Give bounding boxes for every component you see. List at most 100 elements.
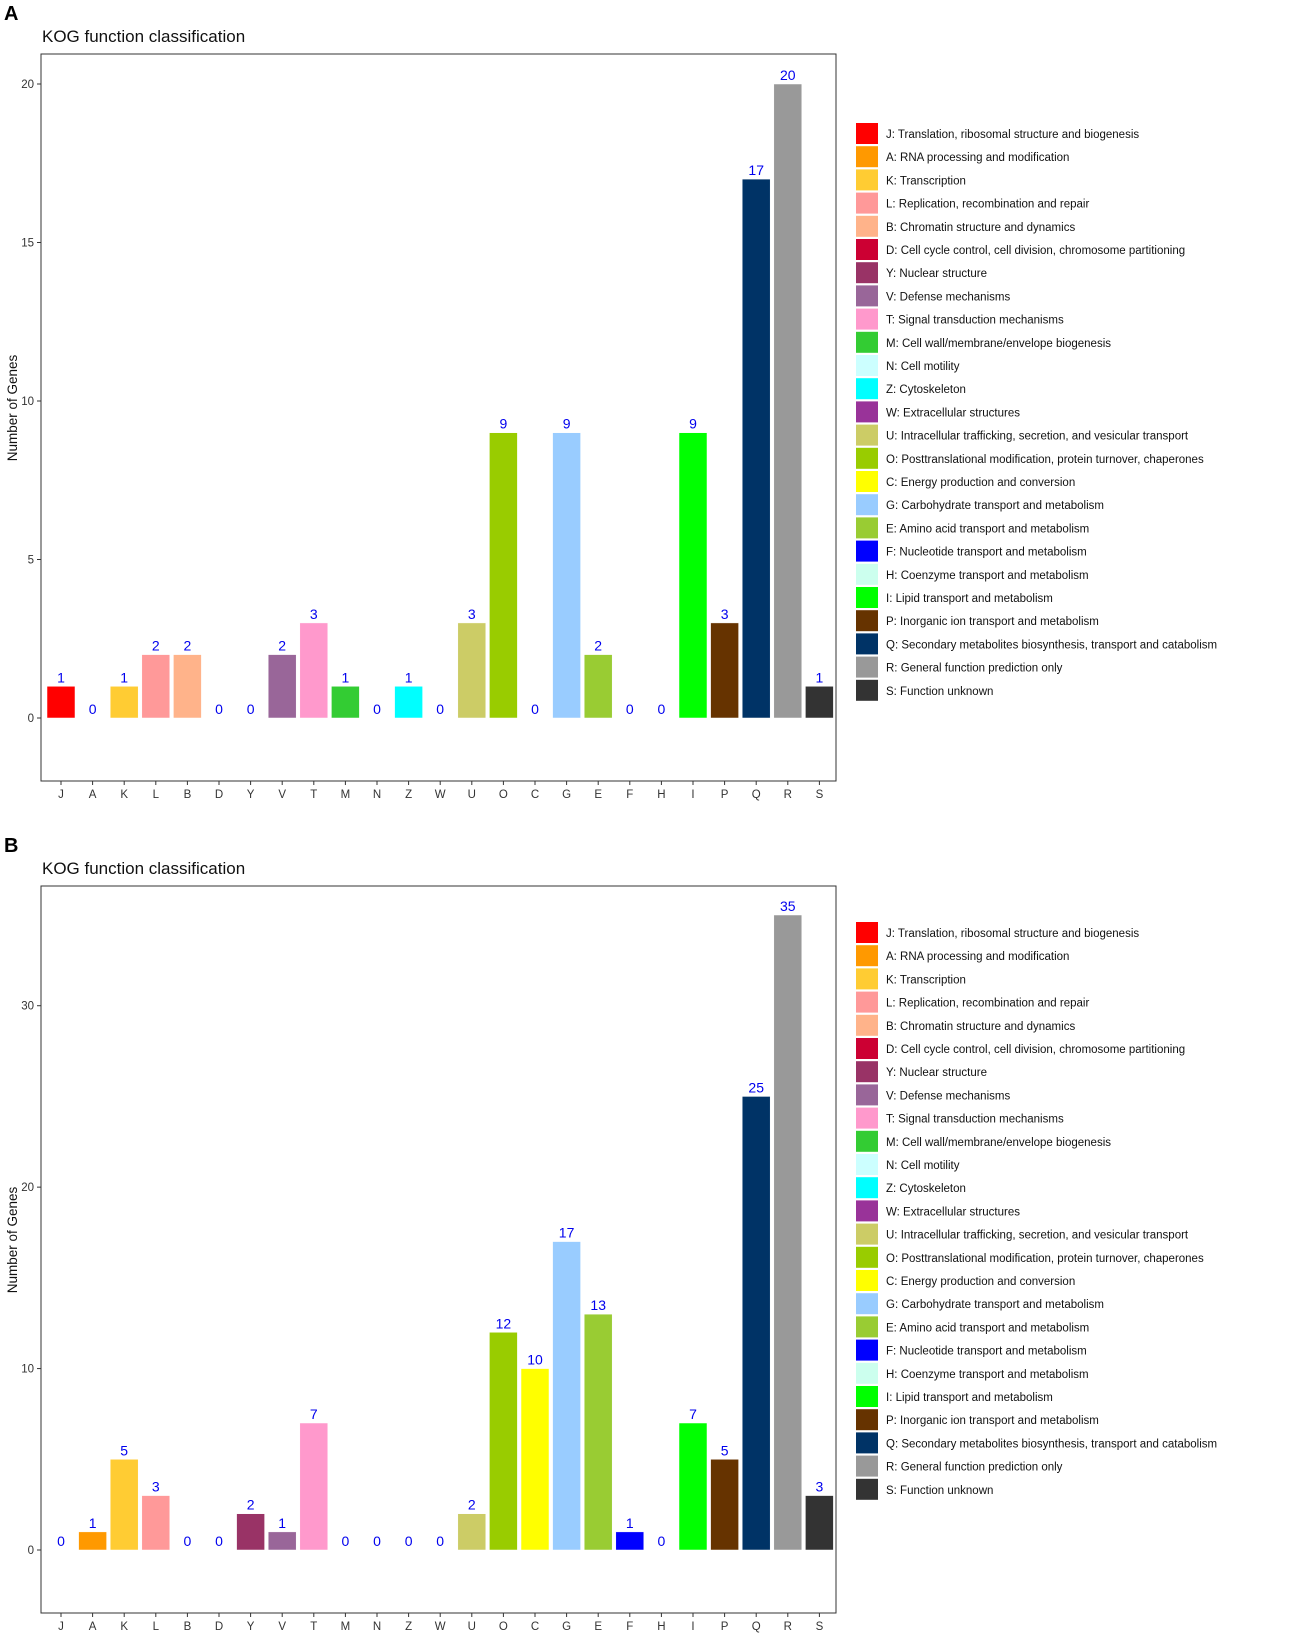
x-tick-label-T: T [310, 1621, 317, 1633]
x-tick-label-I: I [691, 789, 694, 801]
bar-I [678, 432, 708, 719]
bar-F [615, 1531, 645, 1551]
legend-swatch-H [856, 563, 878, 585]
y-axis-title-b: Number of Genes [5, 1186, 20, 1293]
legend-label-I: I: Lipid transport and metabolism [886, 593, 1053, 605]
legend-swatch-W [856, 401, 878, 423]
data-label-N: 0 [373, 701, 381, 717]
data-label-I: 7 [689, 1406, 697, 1422]
x-tick-label-D: D [215, 1621, 223, 1633]
x-tick-label-R: R [784, 1621, 792, 1633]
legend-label-J: J: Translation, ribosomal structure and … [886, 129, 1139, 141]
x-tick-label-C: C [531, 789, 539, 801]
data-label-W: 0 [436, 701, 444, 717]
bar-T [299, 622, 329, 719]
legend-swatch-M [856, 331, 878, 353]
legend-label-P: P: Inorganic ion transport and metabolis… [886, 616, 1099, 628]
legend-swatch-U [856, 424, 878, 446]
data-label-E: 2 [594, 638, 602, 654]
legend-swatch-S [856, 679, 878, 701]
data-label-Q: 17 [748, 162, 764, 178]
legend-label-U: U: Intracellular trafficking, secretion,… [886, 431, 1189, 443]
x-tick-label-C: C [531, 1621, 539, 1633]
y-tick-label: 20 [21, 79, 34, 91]
x-tick-label-Q: Q [752, 1621, 761, 1633]
x-tick-label-V: V [278, 1621, 286, 1633]
legend-label-G: G: Carbohydrate transport and metabolism [886, 500, 1104, 512]
legend-swatch-N [856, 1154, 878, 1175]
x-tick-label-U: U [468, 1621, 476, 1633]
bar-G [552, 1241, 581, 1551]
legend-label-C: C: Energy production and conversion [886, 477, 1075, 489]
legend-label-A: A: RNA processing and modification [886, 152, 1069, 164]
legend-swatch-A [856, 945, 878, 967]
y-tick-label: 0 [28, 1545, 34, 1557]
legend-label-O: O: Posttranslational modification, prote… [886, 454, 1204, 466]
legend-label-T: T: Signal transduction mechanisms [886, 315, 1064, 327]
data-label-L: 2 [152, 638, 160, 654]
legend-label-A: A: RNA processing and modification [886, 951, 1069, 963]
y-tick-label: 0 [28, 713, 34, 725]
bar-J [46, 686, 76, 719]
legend-label-K: K: Transcription [886, 974, 966, 986]
legend-label-I: I: Lipid transport and metabolism [886, 1392, 1053, 1404]
bar-M [331, 686, 360, 719]
x-tick-label-S: S [816, 1621, 824, 1633]
bar-E [583, 1313, 613, 1551]
legend-label-B: B: Chromatin structure and dynamics [886, 222, 1075, 234]
x-tick-label-J: J [58, 789, 64, 801]
legend-swatch-L [856, 991, 878, 1013]
data-label-N: 0 [373, 1533, 381, 1549]
legend-label-J: J: Translation, ribosomal structure and … [886, 928, 1139, 940]
data-label-O: 9 [500, 416, 508, 432]
legend-label-V: V: Defense mechanisms [886, 291, 1010, 303]
legend-swatch-Q [856, 1432, 878, 1454]
bar-V [267, 1531, 297, 1551]
panel-letter-b: B [4, 835, 18, 857]
y-axis-b: 0 10 20 30 [21, 1001, 41, 1557]
legend-label-F: F: Nucleotide transport and metabolism [886, 1346, 1087, 1358]
legend-swatch-R [856, 656, 878, 678]
legend-swatch-S [856, 1478, 878, 1500]
bar-A [78, 1531, 107, 1551]
data-label-F: 0 [626, 701, 634, 717]
plot-frame-b [40, 885, 837, 1614]
bar-Q [741, 178, 771, 719]
legend-label-Q: Q: Secondary metabolites biosynthesis, t… [886, 639, 1217, 651]
x-tick-label-E: E [594, 1621, 602, 1633]
legend-swatch-F [856, 540, 878, 562]
x-tick-label-U: U [468, 789, 476, 801]
legend-label-N: N: Cell motility [886, 1160, 960, 1172]
x-tick-label-O: O [499, 1621, 508, 1633]
legend-swatch-C [856, 1270, 878, 1291]
data-label-G: 9 [563, 416, 571, 432]
bar-P [710, 1459, 739, 1551]
x-tick-label-H: H [657, 1621, 665, 1633]
data-label-T: 7 [310, 1406, 318, 1422]
legend-label-Z: Z: Cytoskeleton [886, 1183, 966, 1195]
legend-label-W: W: Extracellular structures [886, 1206, 1020, 1218]
x-tick-label-Y: Y [247, 789, 255, 801]
data-label-Q: 25 [748, 1079, 764, 1095]
data-label-Z: 0 [405, 1533, 413, 1549]
bar-L [141, 1495, 171, 1551]
legend-swatch-A [856, 146, 878, 168]
legend-swatch-N [856, 355, 878, 376]
legend-a: J: Translation, ribosomal structure and … [856, 123, 1217, 701]
legend-swatch-Z [856, 378, 878, 400]
data-label-L: 3 [152, 1479, 160, 1495]
bar-B [173, 654, 202, 719]
legend-label-K: K: Transcription [886, 175, 966, 187]
legend-label-Z: Z: Cytoskeleton [886, 384, 966, 396]
plot-frame-a [40, 53, 837, 782]
bar-V [267, 654, 297, 719]
legend-swatch-B [856, 215, 878, 237]
x-tick-label-A: A [89, 1621, 97, 1633]
legend-swatch-M [856, 1130, 878, 1152]
bar-L [141, 654, 171, 719]
x-tick-label-N: N [373, 1621, 381, 1633]
bar-I [678, 1422, 708, 1551]
legend-label-R: R: General function prediction only [886, 663, 1063, 675]
data-label-I: 9 [689, 416, 697, 432]
